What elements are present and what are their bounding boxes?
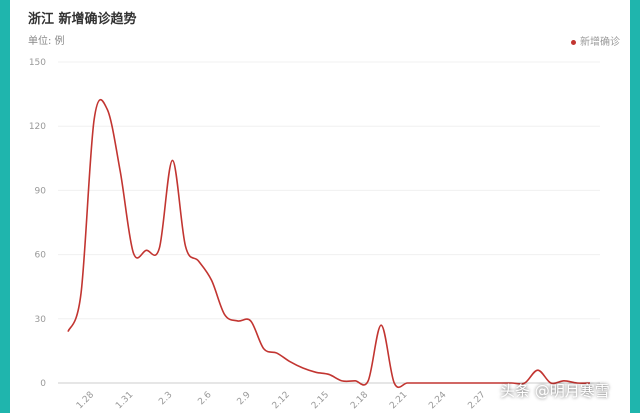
y-tick-label: 60 (35, 251, 47, 261)
y-tick-label: 120 (29, 122, 46, 132)
data-point (210, 279, 212, 281)
data-point (223, 313, 225, 315)
legend-marker (571, 39, 576, 45)
data-point (93, 119, 95, 121)
y-tick-label: 0 (40, 379, 46, 389)
x-tick-label: 1.31 (114, 390, 135, 411)
watermark: 头条 @明月寒雪 (500, 382, 610, 400)
x-tick-label: 1.28 (75, 390, 96, 411)
data-point (145, 249, 147, 251)
unit-label: 单位: 例 (28, 36, 65, 47)
data-point (263, 348, 265, 350)
x-tick-label: 2.24 (427, 390, 448, 411)
x-tick-label: 2.3 (157, 390, 174, 407)
data-point (367, 380, 369, 382)
x-tick-label: 2.9 (236, 390, 253, 407)
data-point (484, 382, 486, 384)
data-point (276, 352, 278, 354)
data-point (236, 320, 238, 322)
y-tick-label: 150 (29, 58, 46, 68)
series-line (67, 98, 591, 389)
data-point (328, 373, 330, 375)
data-point (315, 371, 317, 373)
x-tick-label: 2.15 (310, 390, 331, 411)
data-point (445, 382, 447, 384)
data-point (132, 251, 134, 253)
data-point (432, 382, 434, 384)
data-point (197, 260, 199, 262)
data-point (380, 324, 382, 326)
data-point (341, 380, 343, 382)
data-point (354, 380, 356, 382)
chart-card: 浙江 新增确诊趋势 单位: 例 新增确诊 0 30 60 90 120 150 1.28 1.… (10, 0, 630, 413)
y-tick-label: 90 (35, 186, 47, 196)
data-point (393, 382, 395, 384)
chart-title: 浙江 新增确诊趋势 (28, 12, 137, 27)
y-tick-label: 30 (35, 315, 47, 325)
data-point (250, 320, 252, 322)
x-tick-label: 2.27 (466, 390, 487, 411)
data-point (158, 247, 160, 249)
x-tick-label: 2.12 (271, 390, 292, 411)
x-tick-label: 2.21 (388, 390, 409, 411)
x-tick-label: 2.6 (196, 390, 213, 407)
data-point (302, 367, 304, 369)
data-point (419, 382, 421, 384)
data-point (80, 292, 82, 294)
x-tick-label: 2.18 (349, 390, 370, 411)
data-point (289, 360, 291, 362)
line-chart: 0 30 60 90 120 150 1.28 1.31 2.3 2.6 2.9 2.12 2.15 2.… (29, 58, 600, 411)
legend[interactable]: 新增确诊 (571, 33, 620, 48)
data-point (471, 382, 473, 384)
data-point (406, 382, 408, 384)
data-point (119, 170, 121, 172)
data-point (184, 245, 186, 247)
data-point (67, 330, 69, 332)
data-point (537, 369, 539, 371)
data-point (458, 382, 460, 384)
data-point (171, 159, 173, 161)
legend-label: 新增确诊 (580, 37, 620, 48)
data-point (106, 108, 108, 110)
